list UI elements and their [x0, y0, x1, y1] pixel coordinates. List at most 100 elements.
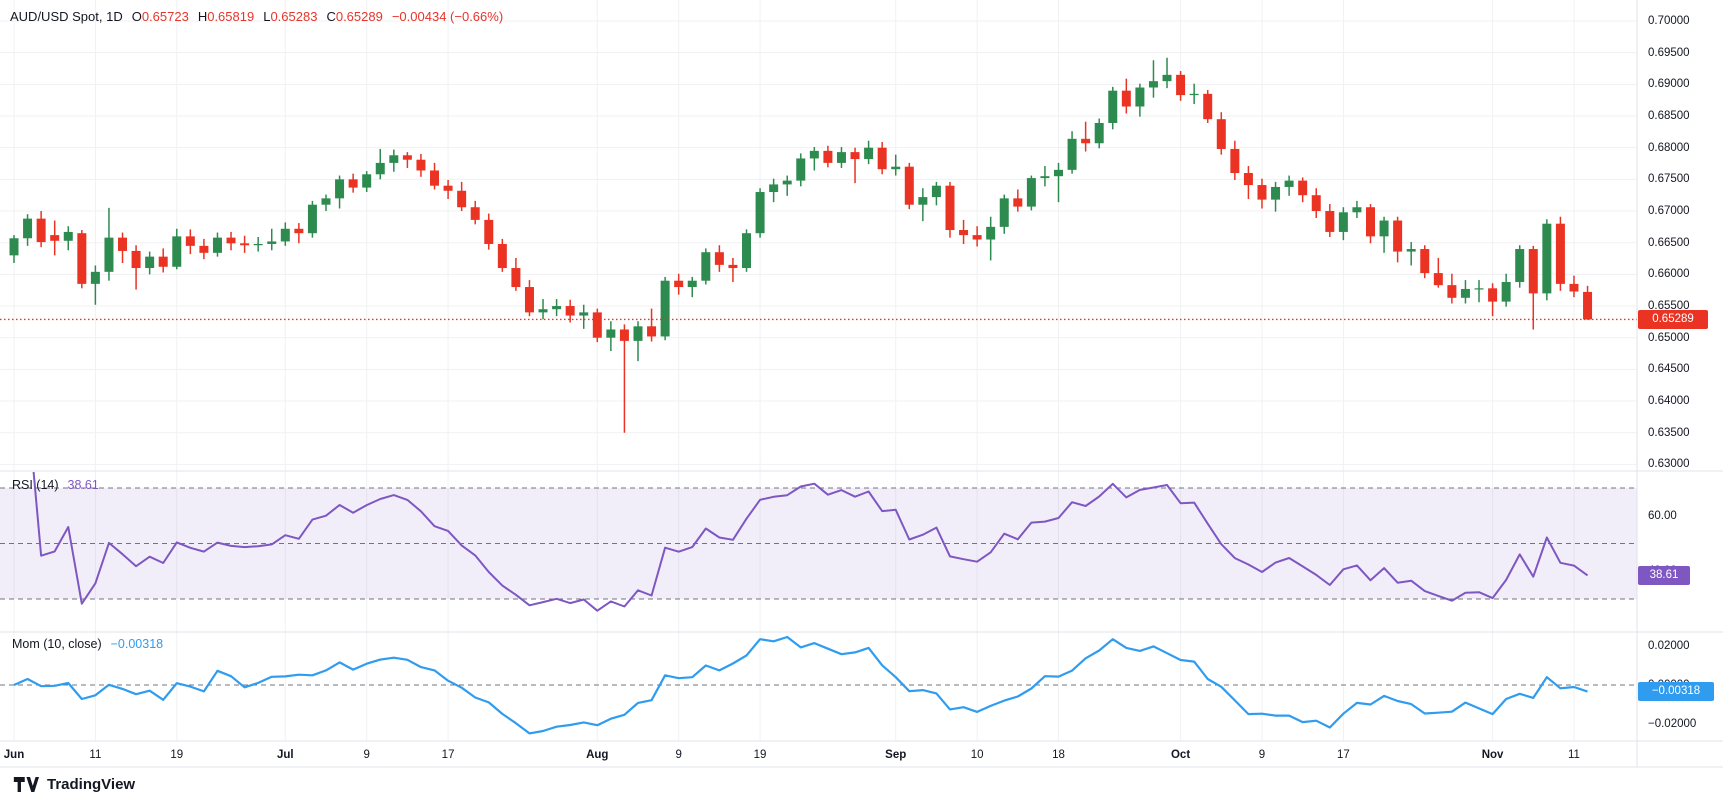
candle: [524, 287, 534, 313]
candle: [850, 152, 860, 160]
time-axis-label: 17: [441, 749, 455, 761]
candle: [1542, 223, 1552, 294]
time-axis-label: 17: [1336, 749, 1350, 761]
candle: [1420, 249, 1430, 274]
candle: [1447, 285, 1457, 298]
candle: [280, 228, 290, 242]
candle: [1474, 288, 1484, 290]
price-axis-label: 0.68500: [1648, 110, 1690, 122]
time-axis-label: 9: [363, 749, 370, 761]
candle: [769, 184, 779, 193]
candle: [701, 252, 711, 281]
price-axis[interactable]: 0.70000 0.69500 0.69000 0.68500 0.68000 0.675…: [1637, 0, 1723, 767]
candle: [294, 228, 304, 234]
price-axis-label: 0.66500: [1648, 236, 1690, 249]
price-axis-label: 0.63000: [1648, 458, 1690, 471]
candle: [592, 312, 602, 338]
candle: [918, 197, 928, 205]
momentum-title: Mom (10, close): [12, 637, 102, 651]
candle: [904, 166, 914, 205]
candle: [1094, 122, 1104, 144]
candle: [552, 306, 562, 310]
rsi-value-badge: 38.61: [1638, 565, 1690, 585]
candle: [891, 166, 901, 170]
candle: [267, 241, 277, 244]
last-price-badge: 0.65289: [1638, 309, 1708, 329]
candle: [1298, 180, 1308, 196]
price-axis-label: 0.64000: [1648, 395, 1690, 408]
time-axis-label: Jul: [276, 749, 294, 761]
tradingview-logo[interactable]: TradingView: [13, 774, 135, 795]
candle: [321, 198, 331, 205]
candle: [1433, 273, 1443, 286]
candle: [687, 280, 697, 288]
candle: [240, 243, 250, 246]
high-label: H: [197, 9, 208, 24]
candle: [199, 245, 209, 253]
candle: [1528, 249, 1538, 294]
candle: [375, 162, 385, 175]
candle: [348, 179, 358, 188]
candle: [1501, 281, 1511, 302]
candle: [619, 329, 629, 341]
time-axis-label: Aug: [586, 749, 609, 761]
momentum-axis-label: −0.02000: [1648, 718, 1697, 730]
candle: [836, 152, 846, 163]
candle: [972, 235, 982, 240]
price-axis-label: 0.70000: [1648, 15, 1690, 27]
candle: [145, 256, 155, 269]
candle: [755, 192, 765, 234]
candle: [1121, 90, 1131, 107]
candle: [1569, 283, 1579, 292]
time-axis-label: 9: [1258, 749, 1266, 761]
candle: [416, 159, 426, 171]
candle: [1230, 148, 1240, 174]
candle: [443, 185, 453, 191]
candle: [253, 243, 263, 246]
candle: [877, 147, 887, 170]
candle: [1338, 212, 1348, 232]
candle: [945, 185, 955, 231]
candle: [782, 180, 792, 185]
momentum-axis-label: 0.02000: [1648, 640, 1690, 652]
candle: [1135, 87, 1145, 107]
candle: [1325, 211, 1335, 232]
candle: [212, 237, 222, 253]
candle: [1216, 119, 1226, 149]
candle: [457, 190, 467, 208]
open-label: O: [131, 9, 142, 24]
candle: [9, 238, 19, 256]
open-number: 0.65723: [141, 9, 189, 24]
candle: [1203, 93, 1213, 120]
time-axis-label: 11: [89, 749, 102, 761]
close-value: C0.65289: [326, 9, 382, 24]
candle: [606, 329, 616, 338]
candle: [1311, 195, 1321, 212]
candle: [864, 147, 874, 160]
candle: [131, 250, 141, 269]
time-axis[interactable]: Jun 11 19 Jul 9 17 Aug 9 19 Sep 10 18 Oct 9 17 Nov 11: [0, 741, 1637, 767]
candle: [23, 218, 33, 239]
candle: [1054, 169, 1064, 177]
candle: [172, 236, 182, 267]
candle: [158, 256, 168, 267]
candle: [959, 230, 969, 236]
candle: [1379, 220, 1389, 237]
candle: [728, 264, 738, 269]
rsi-title: RSI (14): [12, 478, 59, 492]
price-axis-label: 0.65500: [1648, 300, 1690, 313]
high-value: H0.65819: [198, 9, 254, 24]
price-axis-label: 0.69000: [1648, 78, 1690, 91]
candle: [1013, 198, 1023, 207]
candle: [742, 233, 752, 269]
candle: [1284, 180, 1294, 187]
time-axis-label: 10: [970, 749, 984, 761]
candle: [1108, 90, 1118, 123]
candle: [226, 237, 236, 244]
candle: [185, 236, 195, 246]
rsi-axis-label: 60.00: [1648, 509, 1677, 522]
price-axis-label: 0.68000: [1648, 141, 1690, 154]
candle: [1555, 223, 1565, 284]
candle: [1040, 176, 1050, 179]
